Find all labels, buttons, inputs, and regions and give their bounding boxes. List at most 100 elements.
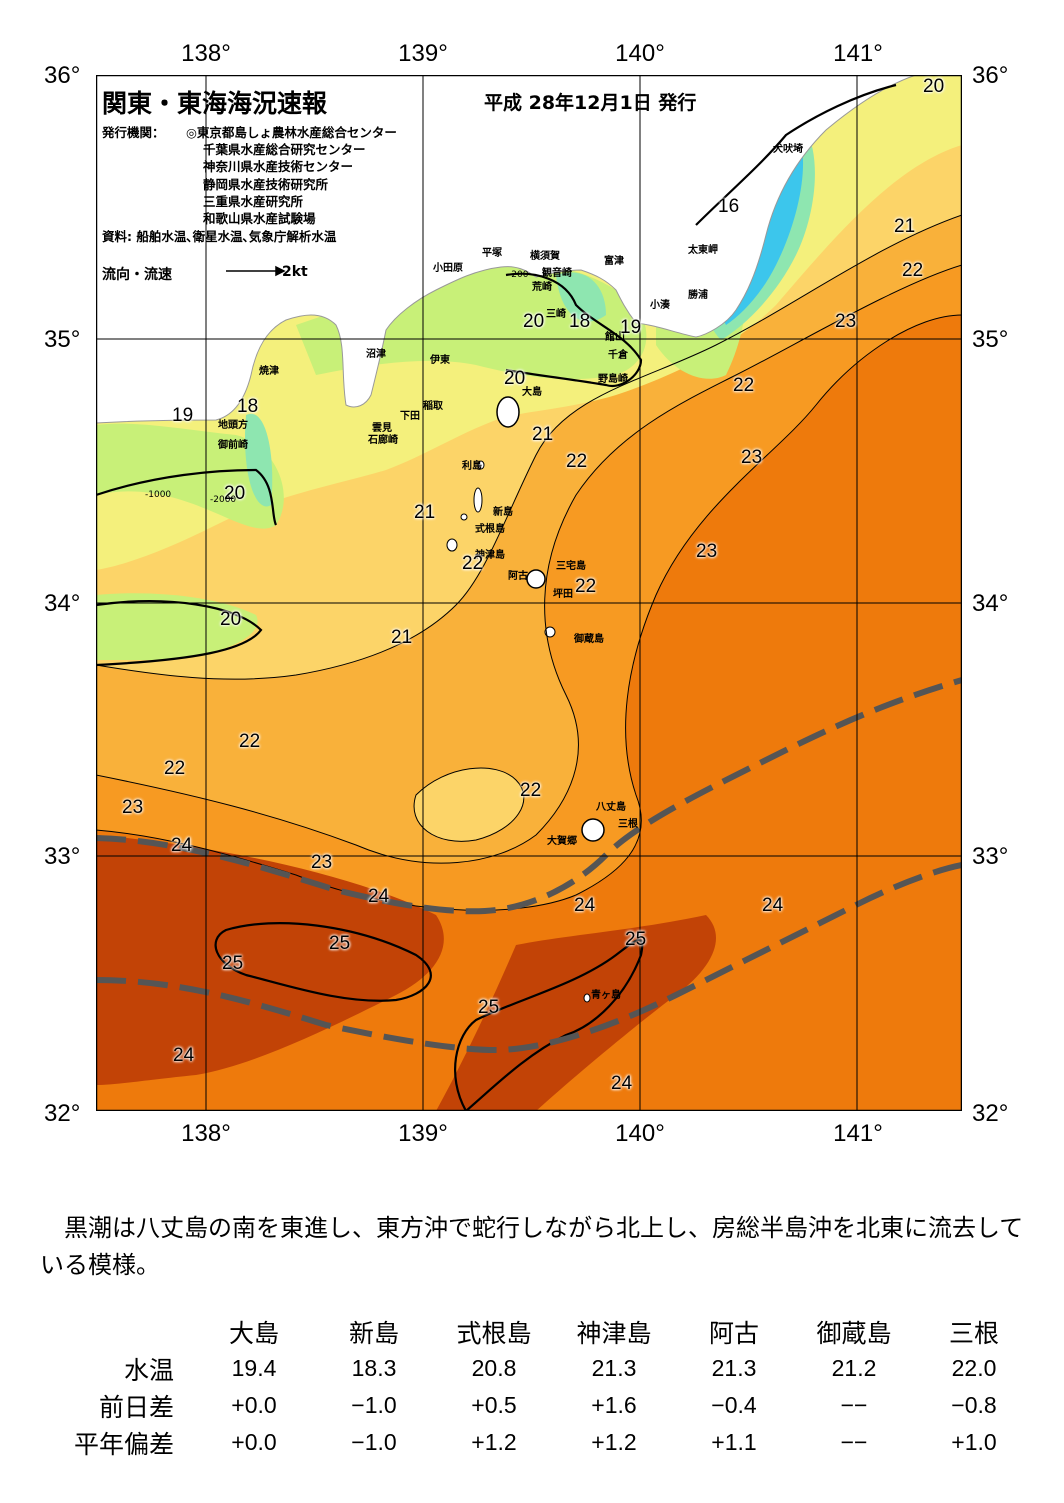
col-header: 新島 <box>348 1318 399 1348</box>
place-katsuura: 勝浦 <box>688 290 708 301</box>
table-header-row: 大島 新島 式根島 神津島 阿古 御蔵島 三根 <box>40 1313 1034 1350</box>
place-shikinejima: 式根島 <box>475 524 505 535</box>
iso-label: 20 <box>923 76 945 97</box>
island-toshima <box>477 460 485 470</box>
lat-label-33: 33° <box>44 843 81 870</box>
isotherm-lines <box>96 214 962 911</box>
iso-label: 25 <box>222 953 244 974</box>
place-mitsune: 三根 <box>618 819 638 830</box>
iso-label: 20 <box>504 368 526 389</box>
place-kominato: 小湊 <box>650 300 670 311</box>
island-shikinejima <box>460 513 468 521</box>
place-irozaki: 石廊崎 <box>368 435 398 446</box>
comment-text: 黒潮は八丈島の南を東進し、東方沖で蛇行しながら北上し、房総半島沖を北東に流去して… <box>40 1214 1024 1279</box>
table-cell: 21.3 <box>591 1355 637 1381</box>
table-row: 平年偏差 +0.0 −1.0 +1.2 +1.2 +1.1 −− +1.0 <box>40 1424 1034 1461</box>
place-tateyama: 館山 <box>605 332 625 343</box>
table-row: 水温 19.4 18.3 20.8 21.3 21.3 21.2 22.0 <box>40 1350 1034 1387</box>
lat-label-32-right: 32° <box>972 1100 1009 1127</box>
island-aogashima <box>583 993 591 1003</box>
place-oshima: 大島 <box>522 387 542 398</box>
depth-label: -2000 <box>210 495 237 505</box>
col-header: 御蔵島 <box>816 1318 892 1348</box>
lon-label-140: 140° <box>615 40 665 67</box>
place-jitogata: 地頭方 <box>218 420 248 431</box>
iso-label: 20 <box>523 311 545 332</box>
table-cell: +1.2 <box>591 1429 637 1455</box>
place-misaki: 三崎 <box>546 309 566 320</box>
iso-label: 23 <box>696 541 718 562</box>
table-cell: −1.0 <box>351 1429 397 1455</box>
legend-scale: 2kt <box>282 264 308 280</box>
table-cell: +1.2 <box>471 1429 517 1455</box>
table-cell: +0.0 <box>231 1429 277 1455</box>
map-title: 関東・東海海況速報 <box>102 89 328 118</box>
zone-18-sagami <box>556 272 606 322</box>
table-cell: 22.0 <box>951 1355 997 1381</box>
place-toshima: 利島 <box>462 461 482 472</box>
iso-label: 22 <box>566 451 588 472</box>
col-header: 神津島 <box>576 1318 652 1348</box>
institution-3: 神奈川県水産技術センター <box>203 159 354 174</box>
iso-label: 21 <box>414 502 436 523</box>
place-omaezaki: 御前崎 <box>218 440 248 451</box>
lat-label-36: 36° <box>44 62 81 89</box>
table-cell: 18.3 <box>351 1355 397 1381</box>
table-cell: +0.0 <box>231 1392 277 1418</box>
land-kanto <box>96 75 917 424</box>
iso-label: 21 <box>532 424 554 445</box>
iso-label: 24 <box>762 895 784 916</box>
lon-label-138: 138° <box>181 40 231 67</box>
island-kozushima <box>446 538 458 552</box>
place-futtsu: 富津 <box>604 256 624 267</box>
place-arasaki: 荒崎 <box>532 282 552 293</box>
table-cell: −− <box>840 1392 868 1418</box>
lon-label-141-bottom: 141° <box>833 1120 883 1147</box>
depth-label: -1000 <box>145 490 172 500</box>
place-tsubota: 坪田 <box>553 589 573 600</box>
island-miyakejima <box>526 569 546 589</box>
row-header: 水温 <box>123 1355 174 1385</box>
place-inubozaki: 犬吠埼 <box>773 144 803 155</box>
place-niijima: 新島 <box>493 507 513 518</box>
bold-isotherms <box>96 83 897 1111</box>
island-niijima <box>473 487 483 513</box>
institution-5: 三重県水産研究所 <box>203 194 304 209</box>
lat-label-35-right: 35° <box>972 326 1009 353</box>
place-nojimazaki: 野島崎 <box>598 374 628 385</box>
table-corner <box>40 1313 194 1350</box>
iso-label: 22 <box>733 375 755 396</box>
iso-label: 24 <box>368 886 390 907</box>
lon-label-139: 139° <box>398 40 448 67</box>
lat-label-34: 34° <box>44 590 81 617</box>
col-header: 阿古 <box>708 1318 759 1348</box>
table-cell: +1.6 <box>591 1392 637 1418</box>
issuer-label: 発行機関： <box>102 125 165 140</box>
place-inatori: 稲取 <box>423 401 443 412</box>
place-odawara: 小田原 <box>433 263 463 274</box>
iso-label: 18 <box>569 311 591 332</box>
place-hachijojima: 八丈島 <box>596 802 626 813</box>
data-source: 資料: 船舶水温､衛星水温､気象庁解析水温 <box>102 229 337 244</box>
place-aogashima: 青ヶ島 <box>591 990 621 1001</box>
iso-label: 19 <box>620 317 642 338</box>
institution-2: 千葉県水産総合研究センター <box>203 142 366 157</box>
table-cell: 21.3 <box>711 1355 757 1381</box>
institution-6: 和歌山県水産試験場 <box>203 211 316 226</box>
kuroshio-axis <box>96 677 962 1054</box>
table-cell: 20.8 <box>471 1355 517 1381</box>
zone-19-sagami <box>296 263 647 380</box>
table-cell: −0.4 <box>711 1392 757 1418</box>
iso-label: 22 <box>575 576 597 597</box>
island-mikurajima <box>544 626 556 638</box>
zone-19-west <box>96 593 258 660</box>
sea-temperature-map <box>96 75 962 1111</box>
place-kozushima: 神津島 <box>475 550 505 561</box>
table-cell: +1.0 <box>951 1429 997 1455</box>
col-header: 三根 <box>948 1318 999 1348</box>
zone-18-west <box>245 413 273 507</box>
iso-label: 21 <box>391 627 413 648</box>
map-frame <box>96 75 962 1111</box>
zone-21-south <box>414 768 524 842</box>
place-ako: 阿古 <box>508 571 528 582</box>
